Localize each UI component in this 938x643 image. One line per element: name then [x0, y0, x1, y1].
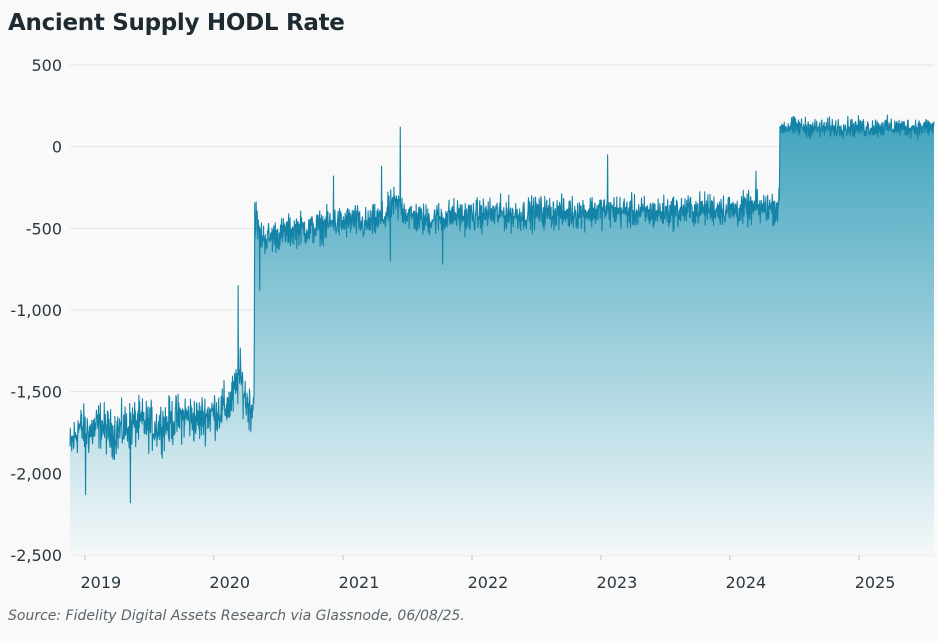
- y-tick-label: -2,500: [10, 546, 62, 565]
- y-tick-label: -1,000: [10, 301, 62, 320]
- y-axis-labels: 500 0 -500 -1,000 -1,500 -2,000 -2,500: [10, 56, 62, 565]
- area-path: [70, 115, 934, 555]
- area-fill: [70, 115, 934, 555]
- x-tick-label: 2021: [339, 573, 380, 592]
- x-tick-label: 2024: [725, 573, 766, 592]
- y-tick-label: -1,500: [10, 383, 62, 402]
- y-tick-label: -2,000: [10, 464, 62, 483]
- y-tick-label: -500: [26, 219, 62, 238]
- hodl-rate-area-chart: 500 0 -500 -1,000 -1,500 -2,000 -2,500 2019 202…: [10, 56, 935, 592]
- x-tick-label: 2020: [209, 573, 250, 592]
- x-axis-labels: 2019 2020 2021 2022 2023 2024 2025: [80, 573, 895, 592]
- series-line: [69, 114, 935, 504]
- chart-title: Ancient Supply HODL Rate: [8, 10, 345, 36]
- source-note: Source: Fidelity Digital Assets Research…: [8, 608, 465, 624]
- y-tick-label: 500: [31, 56, 62, 75]
- x-tick-label: 2023: [597, 573, 638, 592]
- x-axis-ticks: [84, 555, 860, 560]
- x-tick-label: 2025: [855, 573, 896, 592]
- x-tick-label: 2019: [80, 573, 121, 592]
- x-tick-label: 2022: [468, 573, 509, 592]
- series-line-path: [69, 114, 935, 504]
- y-tick-label: 0: [52, 138, 62, 157]
